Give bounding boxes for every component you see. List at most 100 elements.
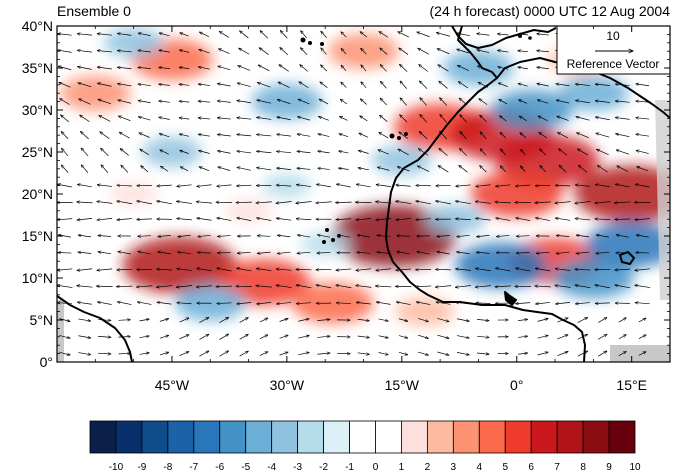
- colorbar-swatch: [530, 420, 558, 454]
- wind-vector: [575, 285, 591, 289]
- wind-vector: [336, 269, 352, 270]
- wind-vector: [57, 269, 73, 271]
- colorbar-label: -7: [189, 462, 198, 471]
- wind-vector: [356, 285, 372, 288]
- wind-vector: [219, 31, 229, 38]
- wind-vector: [457, 65, 469, 71]
- wind-vector: [58, 50, 72, 53]
- wind-vector: [357, 319, 370, 321]
- wind-vector: [340, 99, 348, 105]
- anomaly-blob: [455, 242, 548, 289]
- wind-vector: [198, 134, 211, 137]
- wind-vector: [435, 286, 452, 288]
- wind-vector: [595, 202, 611, 204]
- colorbar-label: 10: [629, 462, 641, 471]
- wind-vector: [199, 351, 208, 357]
- wind-vector: [456, 335, 469, 338]
- wind-vector: [197, 268, 212, 272]
- wind-vector: [400, 115, 408, 123]
- wind-vector: [638, 335, 646, 339]
- wind-vector: [418, 318, 428, 321]
- wind-vector: [317, 353, 330, 354]
- wind-vector: [218, 66, 231, 71]
- wind-vector: [498, 50, 509, 52]
- wind-vector: [138, 33, 151, 36]
- reference-vector-label: Reference Vector: [567, 57, 660, 71]
- wind-vector: [419, 64, 429, 72]
- wind-vector: [98, 99, 112, 105]
- wind-vector: [177, 303, 192, 304]
- wind-vector: [257, 117, 272, 120]
- wind-vector: [159, 117, 170, 120]
- coastlines: [57, 26, 670, 362]
- wind-vector: [577, 149, 589, 156]
- wind-vector: [475, 285, 491, 288]
- wind-vector: [180, 33, 189, 37]
- wind-vector: [239, 318, 249, 323]
- wind-vector: [598, 334, 607, 340]
- wind-vector: [177, 219, 192, 220]
- wind-vector: [636, 101, 650, 102]
- wind-vector: [616, 235, 629, 238]
- wind-vector: [217, 185, 232, 186]
- wind-vector: [537, 335, 549, 339]
- wind-vector: [136, 286, 153, 287]
- wind-vector: [321, 31, 327, 38]
- wind-vector: [236, 202, 252, 203]
- colorbar-label: -1: [345, 462, 354, 471]
- wind-vector: [418, 334, 428, 338]
- wind-vector: [237, 303, 252, 304]
- wind-vector: [575, 185, 591, 187]
- wind-vector: [380, 98, 387, 106]
- colorbar-swatch: [271, 420, 299, 454]
- wind-vector: [595, 84, 611, 85]
- wind-vector: [159, 335, 169, 339]
- wind-vector: [117, 219, 133, 220]
- wind-vector: [555, 218, 571, 221]
- anomaly-blob: [470, 170, 563, 218]
- wind-vector: [339, 134, 349, 138]
- wind-vector: [437, 334, 449, 338]
- wind-vector: [480, 165, 487, 173]
- wind-vector: [356, 302, 371, 305]
- wind-vector: [80, 131, 89, 140]
- wind-vector: [157, 201, 172, 205]
- longitude-tick-label: 0°: [510, 377, 523, 393]
- wind-vector: [537, 34, 549, 35]
- wind-vector: [536, 218, 551, 221]
- wind-vector: [298, 352, 309, 356]
- wind-vector: [618, 318, 626, 323]
- wind-vector: [99, 115, 111, 122]
- wind-vector: [279, 335, 288, 339]
- wind-vector: [196, 202, 213, 203]
- wind-vector: [118, 337, 130, 338]
- wind-vector: [535, 268, 551, 272]
- wind-vector: [456, 318, 469, 321]
- wind-vector: [555, 302, 571, 304]
- colorbar-label: 2: [425, 462, 431, 471]
- colorbar-swatch: [193, 420, 221, 454]
- wind-vector: [60, 99, 70, 105]
- wind-vector: [218, 151, 231, 154]
- wind-vector: [117, 201, 133, 205]
- wind-vector: [637, 167, 649, 172]
- wind-vector: [277, 302, 292, 304]
- colorbar-label: -10: [109, 462, 124, 471]
- colorbar: [89, 420, 636, 454]
- wind-vector: [398, 32, 410, 38]
- anomaly-blob: [574, 165, 670, 223]
- wind-vector: [139, 319, 149, 321]
- wind-vector: [80, 115, 90, 123]
- wind-vector: [217, 84, 231, 87]
- wind-vector: [518, 67, 529, 69]
- wind-vector: [398, 352, 408, 355]
- wind-vector: [480, 149, 487, 156]
- wind-vector: [78, 235, 92, 238]
- wind-vector: [259, 318, 268, 323]
- wind-vector: [77, 50, 92, 53]
- wind-vector: [98, 83, 112, 87]
- wind-vector: [361, 82, 367, 89]
- wind-vector: [78, 352, 90, 355]
- wind-vector: [59, 318, 70, 322]
